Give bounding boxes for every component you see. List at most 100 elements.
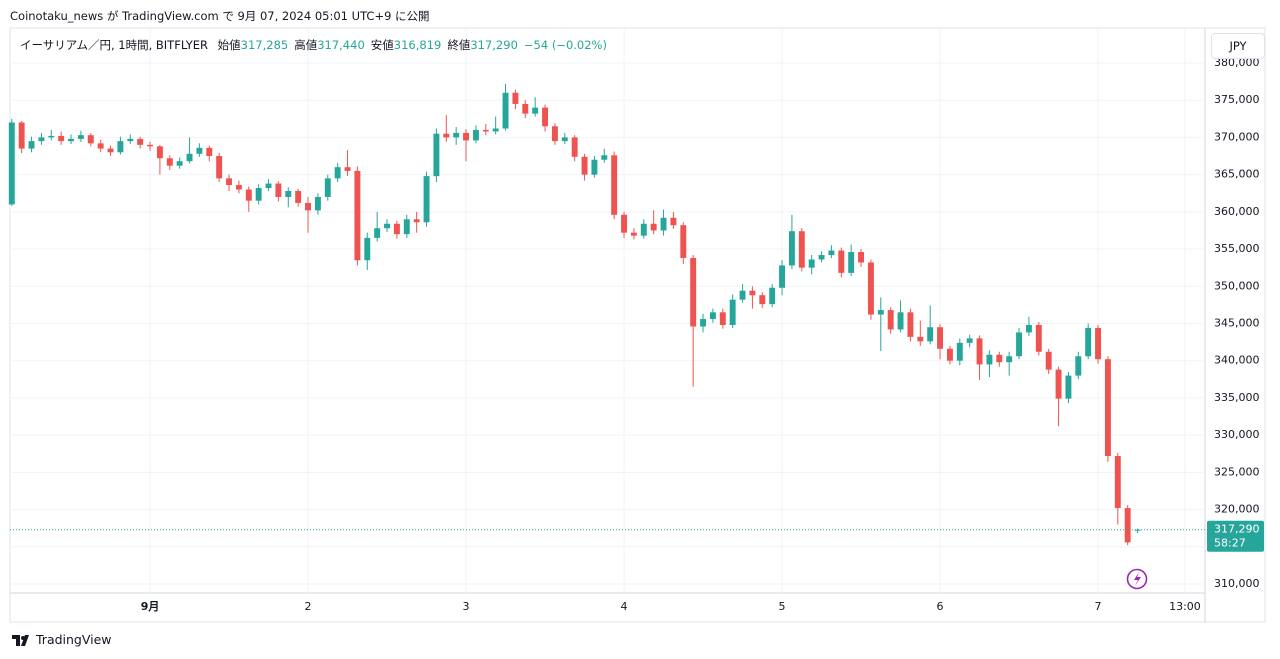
candle-body (828, 250, 835, 256)
candle-body (48, 135, 55, 138)
candle-body (58, 135, 65, 142)
candle-body (907, 312, 914, 337)
y-tick-label: 350,000 (1214, 279, 1260, 292)
candle-body (127, 138, 134, 142)
candle-body (581, 156, 588, 175)
legend-label: 安値 (370, 38, 394, 52)
legend-value: 317,285 (240, 38, 289, 52)
candle-body (551, 126, 558, 142)
candle-body (690, 257, 697, 327)
candle-body (206, 147, 213, 157)
candle-body (877, 310, 884, 315)
y-tick-label: 345,000 (1214, 316, 1260, 329)
x-tick-label: 5 (779, 600, 786, 613)
candle-body (403, 219, 410, 235)
candle-body (561, 137, 568, 142)
candle-body (867, 262, 874, 315)
candle-body (334, 167, 341, 179)
candle-body (28, 141, 35, 149)
candle-body (996, 354, 1003, 363)
legend-value: 316,819 (393, 38, 442, 52)
candle-body (650, 223, 657, 231)
candle-body (235, 185, 242, 190)
countdown-label: 58:27 (1214, 537, 1246, 550)
y-tick-label: 340,000 (1214, 354, 1260, 367)
candle-body (107, 148, 114, 153)
candle-body (976, 338, 983, 365)
legend: イーサリアム／円, 1時間, BITFLYER 始値317,285 高値317,4… (20, 37, 613, 53)
candle-body (413, 219, 420, 223)
candle-body (719, 312, 726, 325)
candle-body (482, 129, 489, 132)
candle-body (917, 336, 924, 342)
x-tick-label: 6 (937, 600, 944, 613)
candle-body (324, 178, 331, 197)
candle-body (1035, 324, 1042, 352)
candle-body (946, 348, 953, 361)
candle-body (1134, 529, 1141, 531)
candle-body (640, 223, 647, 236)
candle-body (1085, 327, 1092, 357)
candle-body (897, 312, 904, 330)
candle-body (156, 146, 163, 159)
candle-body (956, 342, 963, 361)
currency-button[interactable]: JPY (1211, 33, 1265, 59)
candle-body (571, 137, 578, 157)
candle-body (798, 231, 805, 268)
y-tick-label: 335,000 (1214, 391, 1260, 404)
candle-body (788, 231, 795, 266)
candle-body (305, 202, 311, 211)
candle-body (1006, 356, 1013, 363)
x-tick-label: 13:00 (1169, 600, 1201, 613)
y-tick-label: 365,000 (1214, 168, 1260, 181)
candle-body (1075, 356, 1082, 376)
y-tick-label: 325,000 (1214, 465, 1260, 478)
candle-body (433, 133, 440, 177)
price-tag (1207, 520, 1264, 552)
lightning (1134, 572, 1141, 586)
candle-body (532, 107, 539, 114)
candle-body (601, 155, 608, 160)
legend-label: 高値 (294, 38, 318, 52)
candle-body (1016, 332, 1023, 357)
candle-body (285, 191, 292, 197)
candle-body (18, 122, 25, 149)
legend-label: 始値 (217, 38, 241, 52)
candle-body (858, 252, 865, 263)
candle-body (630, 232, 637, 236)
candle-body (472, 129, 479, 141)
candle-body (423, 176, 430, 223)
footer: TradingView (36, 632, 112, 647)
tv-logo (12, 635, 29, 646)
attribution: Coinotaku_news が TradingView.com で 9月 07… (10, 9, 430, 23)
candle-body (759, 295, 766, 305)
candle-body (729, 299, 736, 325)
symbol: イーサリアム／円, 1時間, BITFLYER (20, 38, 208, 52)
candle-body (1114, 455, 1121, 509)
y-tick-label: 380,000 (1214, 56, 1260, 69)
candle-body (77, 135, 84, 139)
candle-body (354, 170, 361, 261)
candle-body (245, 189, 252, 201)
y-tick-label: 370,000 (1214, 130, 1260, 143)
y-tick-label: 355,000 (1214, 242, 1260, 255)
candle-body (611, 155, 618, 215)
price-tag-label: 317,290 (1214, 523, 1260, 536)
candle-body (838, 250, 845, 273)
chart-frame (9, 27, 1266, 623)
candle-body (808, 259, 815, 268)
legend-label: 終値 (447, 38, 471, 52)
candle-body (137, 138, 144, 145)
logo-mark (12, 635, 29, 646)
candle-body (818, 255, 825, 260)
x-tick-label: 4 (621, 600, 628, 613)
axes: 310,000315,000320,000325,000330,000335,0… (141, 56, 1264, 613)
candle-body (512, 92, 519, 104)
y-tick-label: 310,000 (1214, 577, 1260, 590)
grid (10, 28, 1205, 593)
candle-body (384, 223, 390, 229)
y-tick-label: 320,000 (1214, 503, 1260, 516)
y-tick-label: 360,000 (1214, 205, 1260, 218)
candle-body (463, 132, 470, 141)
candle-body (966, 338, 973, 343)
